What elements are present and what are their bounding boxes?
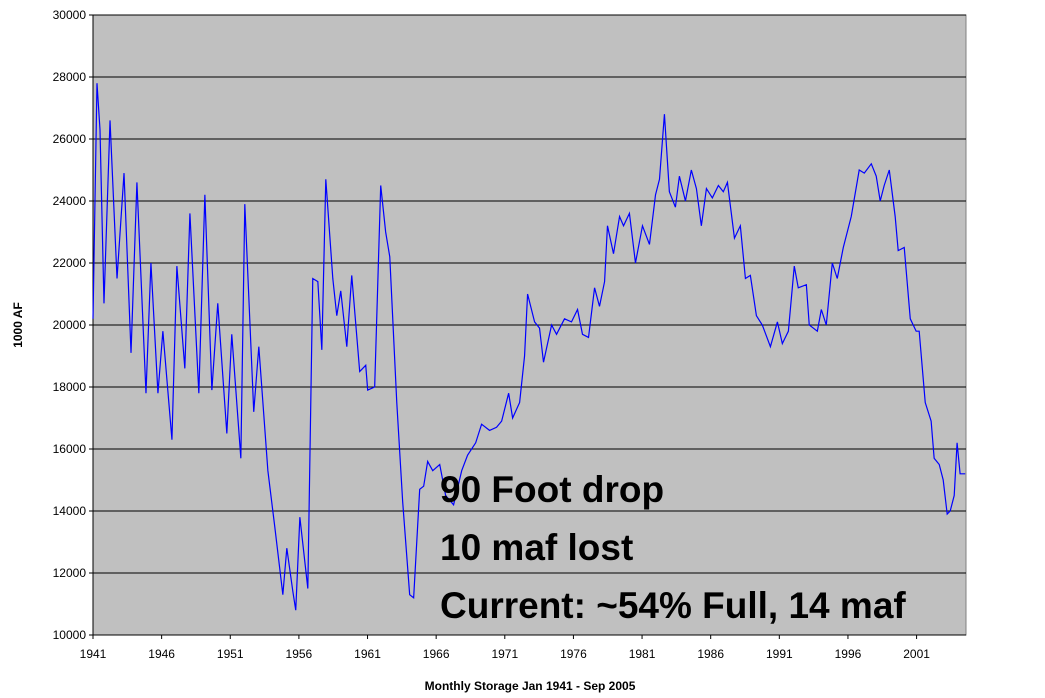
y-tick-label: 12000 [53,566,87,580]
x-tick-label: 1961 [354,647,381,661]
x-tick-label: 1996 [835,647,862,661]
x-tick-label: 1971 [491,647,518,661]
y-tick-label: 14000 [53,504,87,518]
x-tick-label: 1956 [286,647,313,661]
x-tick-label: 1966 [423,647,450,661]
y-tick-label: 10000 [53,628,87,642]
annotation: 10 maf lost [440,527,633,568]
y-tick-label: 28000 [53,70,87,84]
y-tick-label: 20000 [53,318,87,332]
y-tick-label: 18000 [53,380,87,394]
annotation: Current: ~54% Full, 14 maf [440,585,906,626]
y-tick-label: 24000 [53,194,87,208]
y-tick-label: 30000 [53,8,87,22]
x-tick-label: 1986 [697,647,724,661]
storage-line [92,83,966,611]
y-tick-label: 16000 [53,442,87,456]
annotation: 90 Foot drop [440,469,664,510]
x-tick-label: 1991 [766,647,793,661]
x-tick-label: 1981 [629,647,656,661]
y-tick-label: 26000 [53,132,87,146]
y-axis-label: 1000 AF [11,302,25,348]
x-axis-label: Monthly Storage Jan 1941 - Sep 2005 [425,679,636,693]
x-tick-label: 1976 [560,647,587,661]
x-tick-label: 1946 [148,647,175,661]
x-tick-label: 1941 [80,647,107,661]
y-tick-label: 22000 [53,256,87,270]
x-tick-label: 1951 [217,647,244,661]
x-tick-label: 2001 [903,647,930,661]
